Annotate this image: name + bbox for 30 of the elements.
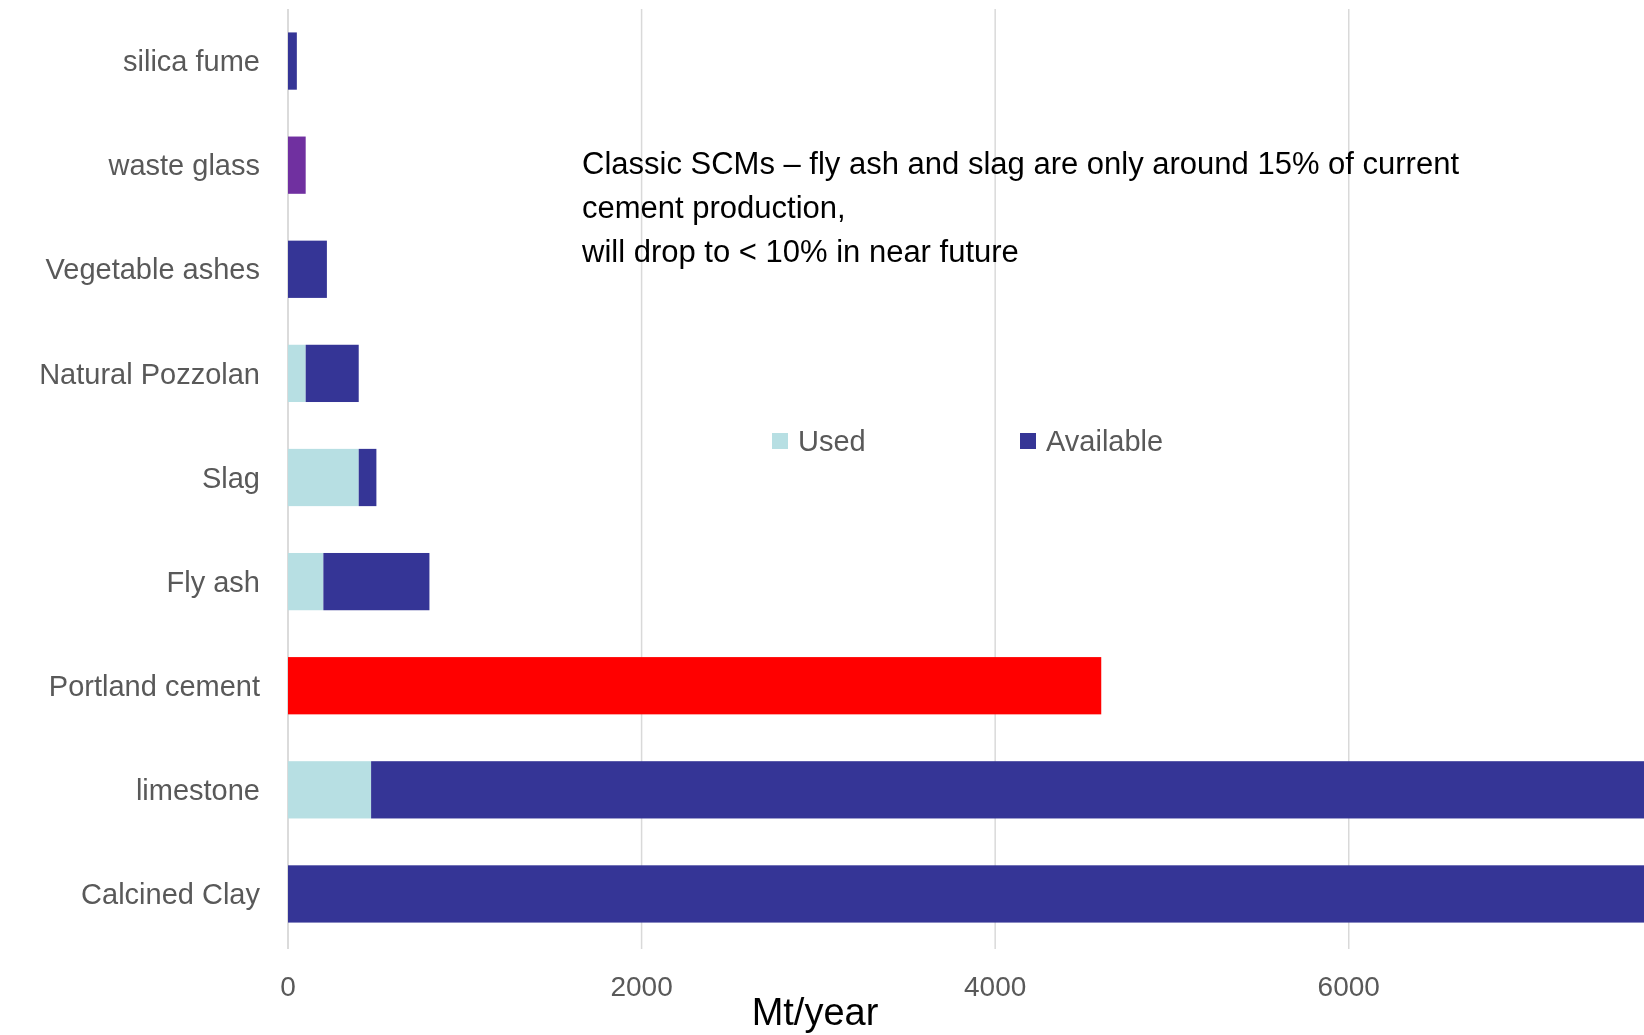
annotation: Classic SCMs – fly ash and slag are only around 15% of current cement production, will drop to < 10% in near future	[581, 146, 1460, 269]
bar	[288, 865, 1644, 923]
bar	[288, 448, 359, 507]
bar	[305, 344, 359, 403]
bar	[358, 448, 377, 507]
bar	[288, 136, 306, 194]
bar	[288, 657, 1102, 715]
x-tick-label: 4000	[964, 970, 1027, 1002]
y-tick-label: Vegetable ashes	[45, 253, 260, 286]
bar	[323, 552, 430, 611]
bar	[288, 32, 297, 90]
x-tick-label: 6000	[1317, 970, 1380, 1002]
y-tick-label: waste glass	[107, 149, 260, 182]
x-tick-label: 2000	[610, 970, 673, 1002]
x-tick-label: 0	[280, 970, 296, 1002]
bar	[288, 240, 327, 298]
legend-label: Used	[798, 425, 866, 458]
y-tick-label: Fly ash	[166, 565, 260, 598]
bar	[371, 761, 1644, 819]
x-axis-title: Mt/year	[751, 991, 879, 1034]
bar	[288, 552, 324, 611]
bar	[288, 761, 372, 819]
legend-label: Available	[1046, 425, 1164, 458]
y-tick-label: limestone	[135, 773, 260, 806]
y-tick-label: Calcined Clay	[81, 878, 261, 911]
y-tick-label: Portland cement	[48, 669, 260, 702]
y-tick-label: silica fume	[123, 45, 260, 78]
y-tick-label: Natural Pozzolan	[39, 357, 260, 390]
bar	[288, 344, 306, 403]
y-tick-label: Slag	[201, 461, 260, 494]
